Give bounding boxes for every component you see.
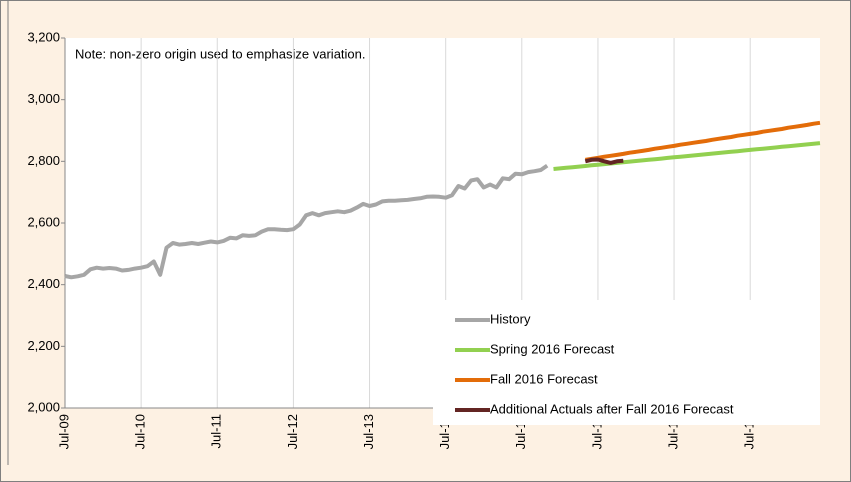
series-line <box>584 157 624 165</box>
x-tick-label: Jul-10 <box>133 414 148 449</box>
legend-label: Spring 2016 Forecast <box>490 341 615 356</box>
series-line <box>585 120 821 162</box>
y-tick-label: 2,600 <box>27 214 60 229</box>
series-line <box>64 163 549 280</box>
series-line <box>553 141 821 171</box>
y-tick-label: 2,800 <box>27 153 60 168</box>
legend-label: Additional Actuals after Fall 2016 Forec… <box>490 401 734 416</box>
legend-box <box>433 300 820 425</box>
y-tick-label: 3,000 <box>27 91 60 106</box>
legend-label: Fall 2016 Forecast <box>490 371 598 386</box>
y-tick-label: 3,200 <box>27 29 60 44</box>
x-tick-label: Jul-13 <box>361 414 376 449</box>
y-tick-label: 2,200 <box>27 338 60 353</box>
y-tick-label: 2,000 <box>27 399 60 414</box>
x-tick-label: Jul-09 <box>56 414 71 449</box>
annotation: Note: non-zero origin used to emphasize … <box>75 46 366 61</box>
legend-label: History <box>490 311 531 326</box>
y-tick-label: 2,400 <box>27 276 60 291</box>
x-tick-label: Jul-12 <box>285 414 300 449</box>
x-tick-label: Jul-11 <box>209 414 224 448</box>
